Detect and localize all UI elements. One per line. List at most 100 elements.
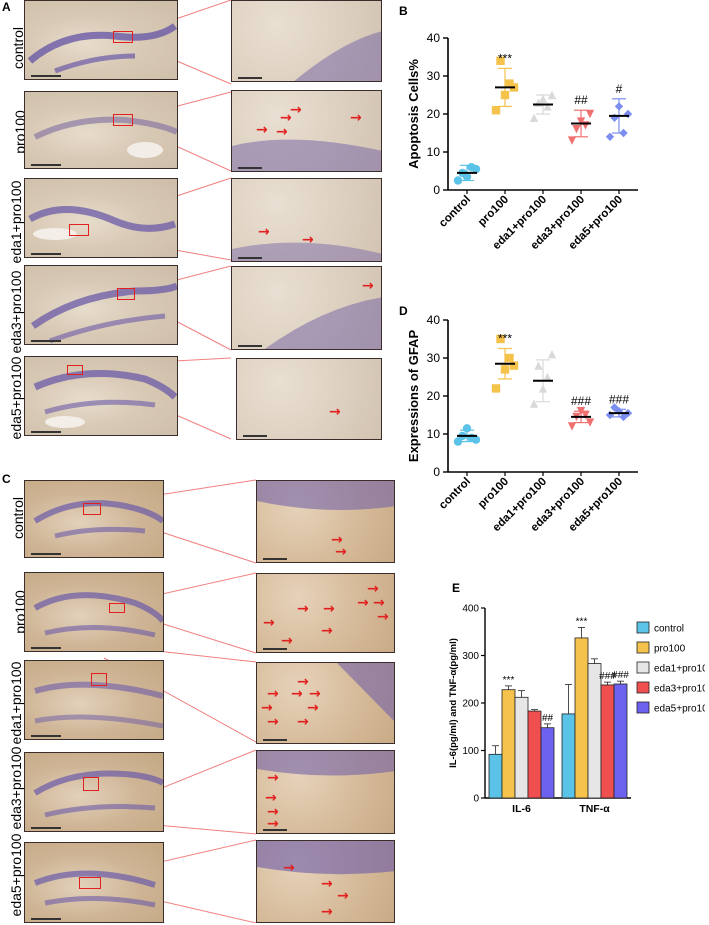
bar (561, 713, 576, 799)
arrow-marker: → (329, 404, 341, 420)
arrow-marker: → (258, 224, 270, 240)
bar (527, 710, 542, 799)
y-axis-title: Apoptosis Cells% (406, 59, 421, 169)
data-point (471, 435, 481, 444)
panel-a-row-label: eda5+pro100 (8, 356, 24, 440)
scale-bar (31, 75, 61, 77)
data-point (581, 121, 590, 130)
arrow-marker: → (256, 122, 268, 138)
panel-c-overview-control (24, 480, 164, 558)
panel-a-overview-eda3 (24, 265, 178, 345)
legend-swatch (636, 621, 650, 634)
panel-a-zoom-eda5: → (236, 358, 382, 440)
scale-bar (31, 431, 61, 433)
arrow-marker: → (281, 633, 293, 649)
bar (488, 753, 503, 799)
panel-c-zoom-pro100: → → → → → → → → → (256, 573, 395, 653)
data-point (500, 365, 510, 374)
significance-label: ## (574, 93, 588, 107)
arrow-marker: → (350, 110, 362, 126)
y-tick-label: 300 (462, 651, 479, 662)
arrow-marker: → (267, 686, 279, 702)
x-tick-label: control (437, 194, 473, 230)
arrow-marker: → (331, 532, 343, 548)
panel-a-row-label: eda1+pro100 (8, 180, 24, 264)
data-point (529, 113, 539, 122)
y-tick-label: 200 (462, 699, 479, 710)
arrow-marker: → (297, 601, 309, 617)
roi-box (91, 673, 107, 686)
y-tick-label: 40 (427, 313, 441, 327)
significance-label: *** (576, 616, 588, 627)
arrow-marker: → (362, 278, 374, 294)
data-point (538, 94, 548, 103)
arrow-marker: → (283, 860, 295, 876)
y-tick-label: 30 (427, 351, 441, 365)
bar (501, 689, 516, 799)
scale-bar (31, 253, 61, 255)
arrow-marker: → (267, 714, 279, 730)
data-point (529, 399, 539, 408)
data-point (462, 424, 472, 433)
roi-box (83, 503, 101, 515)
roi-box (67, 365, 83, 375)
data-point (605, 410, 615, 420)
scale-bar (238, 345, 262, 347)
data-point (496, 334, 505, 344)
y-tick-label: 0 (433, 465, 440, 479)
roi-box (113, 31, 133, 43)
y-axis-title: Expressions of GFAP (406, 330, 421, 463)
arrow-marker: → (263, 615, 275, 631)
data-point (471, 164, 481, 174)
arrow-marker: → (357, 595, 369, 611)
data-point (576, 117, 586, 126)
data-point (567, 136, 577, 145)
arrow-marker: → (321, 904, 333, 920)
data-point (585, 418, 595, 427)
arrow-marker: → (290, 102, 302, 118)
data-point (505, 353, 514, 363)
legend-swatch (636, 681, 650, 694)
panel-a-zoom-pro100: → → → → → (231, 90, 382, 172)
y-tick-label: 20 (427, 389, 441, 403)
bar (574, 637, 589, 799)
data-point (610, 113, 619, 122)
significance-label: # (616, 82, 623, 96)
chart-d-gfap: 0 10 20 30 40 Expressions of GFAP control pro10… (406, 313, 638, 534)
chart-e-cytokines: 0 100 200 300 400 IL-6(pg/ml) and TNF-α(pg/ml… (448, 604, 705, 816)
data-point (543, 102, 552, 111)
data-point (543, 372, 552, 382)
arrow-marker: → (265, 790, 277, 806)
y-tick-label: 0 (433, 183, 440, 197)
arrow-marker: → (309, 686, 321, 702)
y-axis-title: IL-6(pg/ml) and TNF-α(pg/ml) (448, 638, 459, 768)
data-point (491, 106, 501, 115)
data-point (614, 102, 624, 111)
panel-c-row-label: eda5+pro100 (8, 833, 24, 917)
panel-a-zoom-eda3: → (231, 266, 382, 350)
panel-letter-c: C (2, 472, 11, 486)
arrow-marker: → (335, 544, 347, 560)
roi-box (109, 603, 125, 613)
scale-bar (263, 648, 287, 650)
legend-label: eda1+pro100 (654, 664, 705, 675)
arrow-marker: → (261, 700, 273, 716)
panel-letter-a: A (2, 0, 11, 14)
arrow-marker: → (297, 674, 309, 690)
roi-box (69, 224, 89, 236)
panel-a-row-label: eda3+pro100 (8, 270, 24, 354)
panel-c-overview-eda3 (24, 752, 164, 832)
x-tick-label: TNF-α (579, 803, 610, 815)
roi-box (117, 288, 135, 300)
data-point (567, 422, 577, 431)
arrow-marker: → (367, 581, 379, 597)
panel-c-zoom-eda3: → → → → (256, 750, 395, 834)
y-tick-label: 20 (427, 107, 441, 121)
y-tick-label: 0 (473, 794, 479, 805)
significance-label: *** (498, 51, 512, 65)
x-tick-label: pro100 (476, 194, 511, 229)
arrow-marker: → (307, 700, 319, 716)
scale-bar (31, 827, 61, 829)
legend-label: eda3+pro100 (654, 684, 705, 695)
data-point (491, 384, 501, 393)
